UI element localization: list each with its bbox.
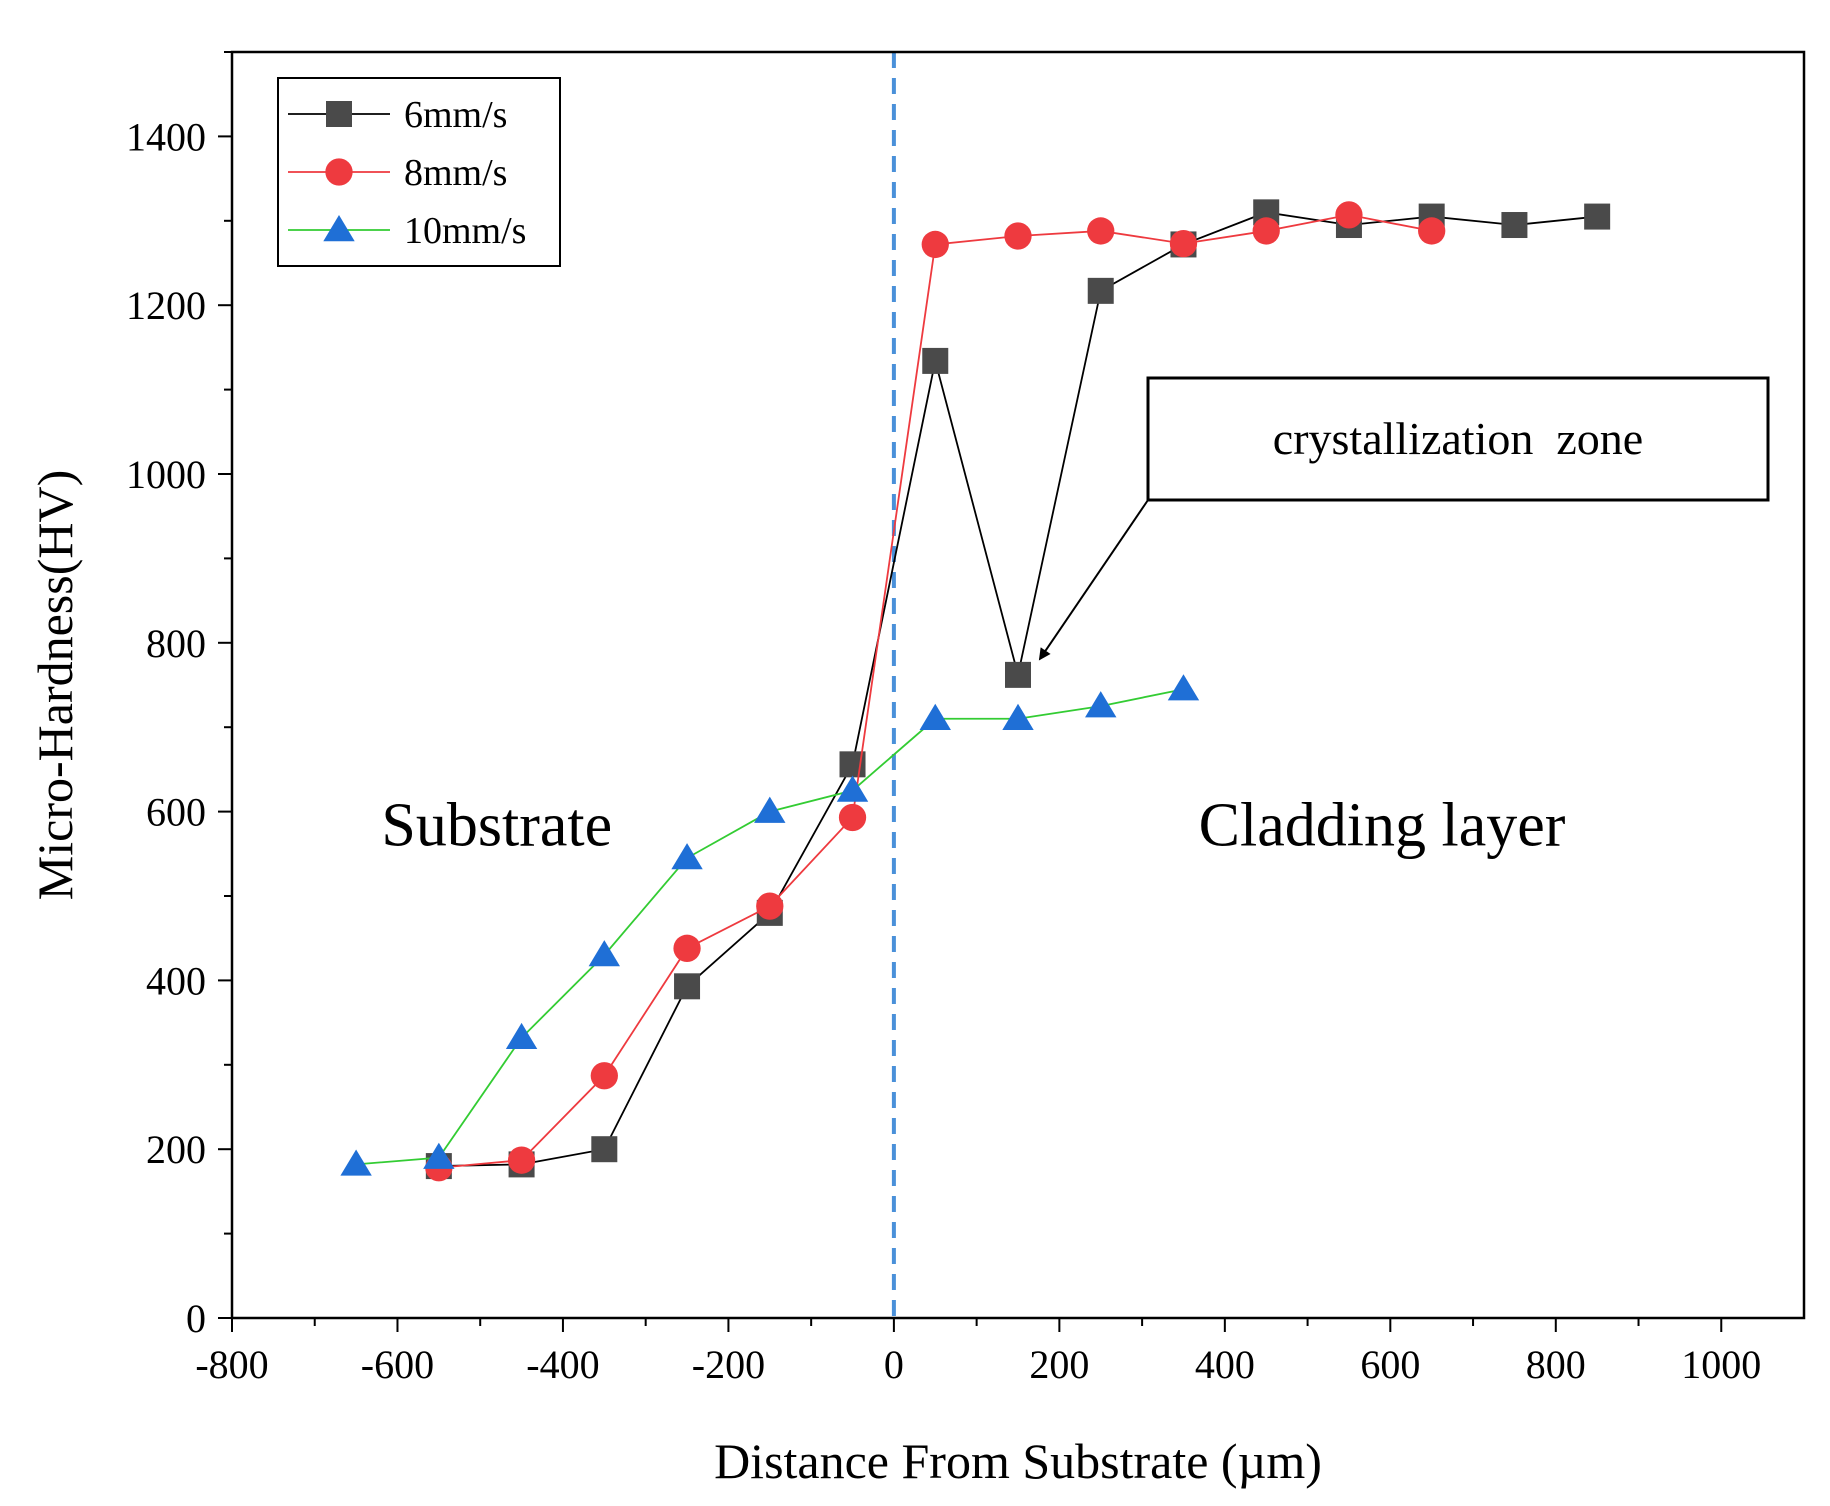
x-tick-label: 1000 [1681, 1342, 1761, 1387]
data-point [1167, 674, 1200, 701]
data-point [1087, 217, 1115, 245]
data-point [1252, 217, 1280, 245]
data-point [1002, 703, 1034, 730]
data-point [590, 1062, 618, 1090]
data-point [588, 940, 621, 967]
data-point [756, 892, 784, 920]
legend-label: 8mm/s [404, 152, 507, 194]
data-point [921, 230, 949, 259]
data-point [1005, 661, 1031, 688]
x-tick-label: -400 [526, 1342, 599, 1387]
x-tick-label: 400 [1195, 1342, 1255, 1387]
cladding-layer-region-label: Cladding layer [1199, 791, 1566, 859]
data-point [1418, 217, 1446, 245]
x-tick-label: 0 [884, 1342, 904, 1387]
y-tick-label: 200 [146, 1127, 206, 1172]
legend-item: 10mm/s [288, 210, 526, 252]
data-point [1085, 691, 1117, 718]
data-point [1004, 222, 1032, 250]
x-tick-label: -200 [692, 1342, 765, 1387]
callout-text: crystallization zone [1273, 413, 1643, 464]
y-tick-label: 1400 [126, 114, 206, 159]
y-tick-label: 600 [146, 790, 206, 835]
data-point [340, 1149, 372, 1176]
x-tick-label: 800 [1526, 1342, 1586, 1387]
data-point [754, 796, 786, 823]
data-point [505, 1022, 538, 1050]
legend: 6mm/s 8mm/s 10mm/s [277, 77, 561, 267]
y-tick-label: 800 [146, 621, 206, 666]
x-axis-title: Distance From Substrate (µm) [714, 1433, 1322, 1489]
x-tick-label: -600 [361, 1342, 434, 1387]
data-point [1584, 203, 1611, 230]
y-tick-label: 1000 [126, 452, 206, 497]
legend-marker [325, 158, 353, 186]
legend-item: 6mm/s [288, 94, 507, 136]
data-point [423, 1142, 455, 1169]
series-10mms [340, 674, 1200, 1176]
legend-label: 6mm/s [404, 94, 507, 136]
substrate-region-label: Substrate [381, 791, 612, 859]
legend-item: 8mm/s [288, 152, 507, 194]
data-point [919, 703, 951, 730]
legend-label: 10mm/s [404, 210, 526, 252]
data-point [673, 934, 701, 962]
data-point [507, 1146, 536, 1174]
data-point [591, 1136, 618, 1163]
y-tick-label: 1200 [126, 283, 206, 328]
crystallization-zone-callout: crystallization zone [1038, 376, 1770, 661]
data-point [1169, 229, 1198, 258]
data-point [922, 347, 949, 374]
y-tick-label: 0 [186, 1296, 206, 1341]
data-point [1087, 277, 1114, 304]
data-point [674, 973, 701, 1000]
x-tick-label: 200 [1029, 1342, 1089, 1387]
data-point [1335, 201, 1363, 229]
data-point [1501, 212, 1528, 239]
plot-area-frame [230, 50, 1806, 1320]
data-point [836, 775, 869, 802]
series-8mms [425, 201, 1446, 1182]
legend-marker [323, 215, 355, 242]
y-axis-title: Micro-Hardness(HV) [27, 470, 83, 900]
callout-arrow [1038, 499, 1149, 661]
data-point [671, 843, 703, 870]
callout-box [1146, 376, 1770, 502]
y-tick-label: 400 [146, 958, 206, 1003]
x-tick-label: -800 [195, 1342, 268, 1387]
legend-marker [326, 101, 352, 127]
data-point [838, 803, 867, 832]
x-tick-label: 600 [1360, 1342, 1420, 1387]
